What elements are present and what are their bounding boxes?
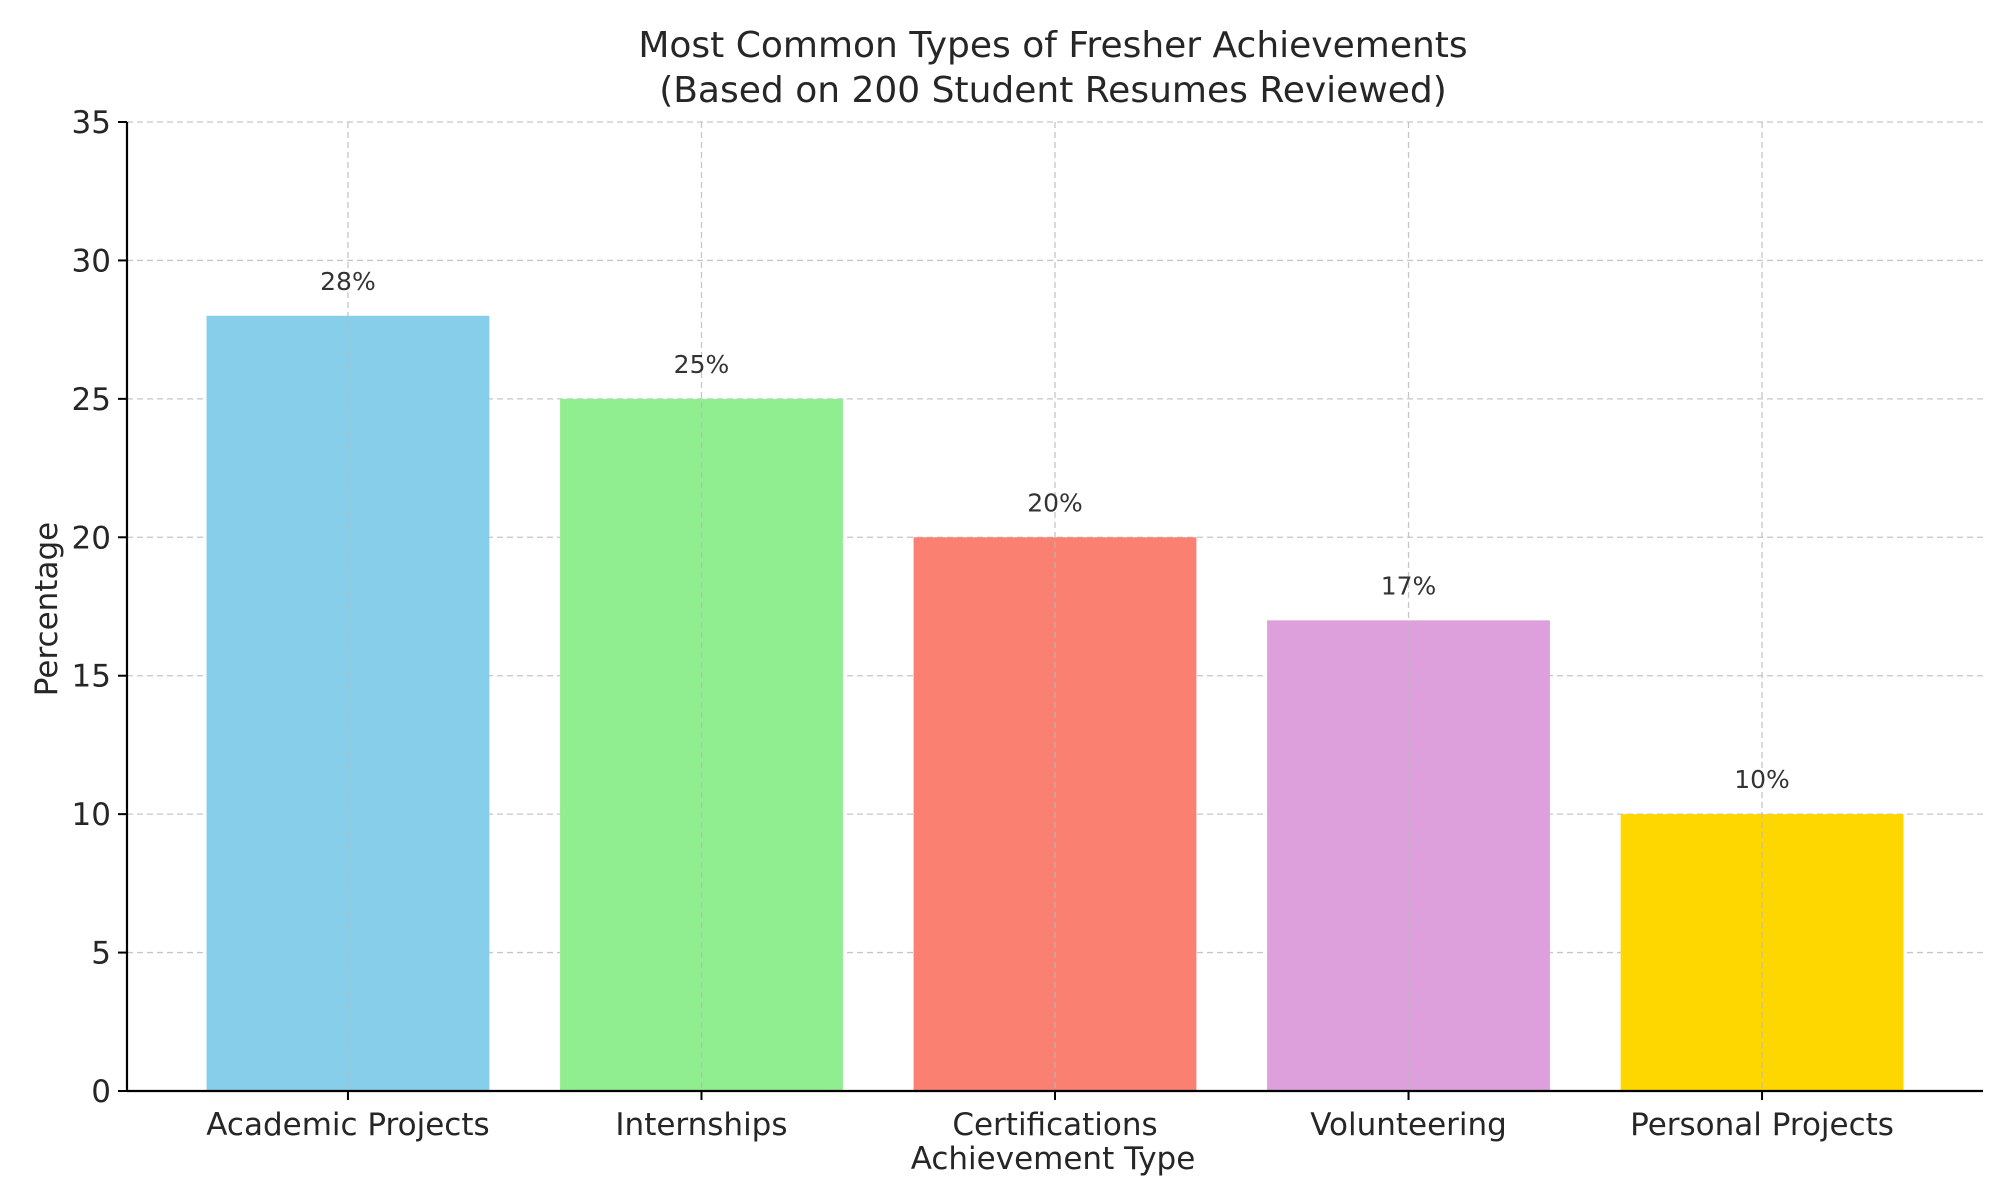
chart-title-line1: Most Common Types of Fresher Achievement…	[638, 25, 1467, 66]
data-label: 10%	[1734, 765, 1790, 794]
y-axis-label: Percentage	[29, 522, 65, 696]
data-labels-layer: 28% 25% 20% 17% 10%	[320, 267, 1790, 794]
y-tick-label: 5	[91, 936, 111, 972]
data-label: 25%	[674, 350, 730, 379]
y-tick-label: 0	[91, 1074, 111, 1110]
y-tick-label: 20	[72, 520, 111, 556]
y-tick-label: 10	[72, 797, 111, 833]
x-tick-label: Academic Projects	[206, 1107, 489, 1143]
grid-x-layer	[347, 122, 1763, 1091]
x-tick-label: Internships	[615, 1107, 787, 1143]
x-axis-label: Achievement Type	[911, 1141, 1196, 1177]
x-tick-label: Personal Projects	[1630, 1107, 1894, 1143]
y-tick-label: 30	[72, 243, 111, 279]
y-tick-label: 25	[72, 382, 111, 418]
data-label: 28%	[320, 267, 376, 296]
chart-title-line2: (Based on 200 Student Resumes Reviewed)	[659, 70, 1447, 111]
x-ticks-layer: Academic Projects Internships Certificatio…	[206, 1091, 1894, 1143]
y-tick-label: 15	[72, 659, 111, 695]
y-tick-label: 35	[72, 105, 111, 141]
data-label: 17%	[1381, 571, 1437, 600]
x-tick-label: Volunteering	[1310, 1107, 1507, 1143]
x-tick-label: Certifications	[952, 1107, 1157, 1143]
y-ticks-layer: 0 5 10 15 20 25 30 35	[72, 105, 127, 1110]
data-label: 20%	[1027, 488, 1083, 517]
